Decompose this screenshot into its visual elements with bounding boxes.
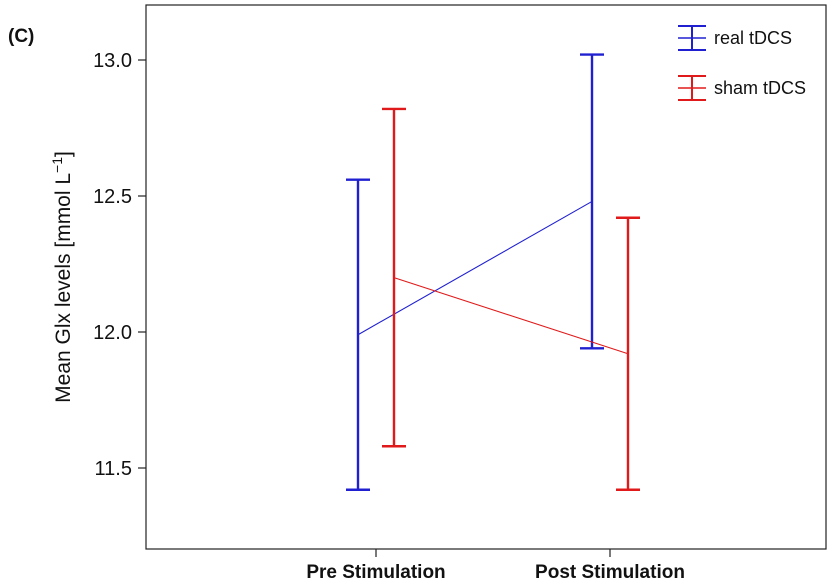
legend-label: sham tDCS (714, 78, 806, 98)
y-tick-label: 12.5 (93, 186, 132, 208)
plot-area (346, 53, 640, 491)
error-bar-sham-tdcs (616, 216, 640, 491)
legend-item-sham-tdcs: sham tDCS (678, 75, 806, 101)
y-axis-title: Mean Glx levels [mmol L−1] (49, 151, 75, 403)
y-axis: 11.5 12.0 12.5 13.0 (93, 50, 146, 480)
panel-label: (C) (8, 26, 34, 47)
x-tick-label: Post Stimulation (535, 562, 685, 582)
error-bar-real-tdcs (346, 178, 370, 491)
error-bar-sham-tdcs (382, 107, 406, 448)
legend-label: real tDCS (714, 28, 792, 48)
x-axis: Pre Stimulation Post Stimulation (306, 549, 685, 582)
y-tick-label: 13.0 (93, 50, 132, 72)
y-axis-title-main: Mean Glx levels [mmol L (52, 173, 75, 403)
y-axis-title-end: ] (52, 151, 75, 157)
y-tick-label: 11.5 (95, 458, 132, 480)
x-tick-label: Pre Stimulation (306, 562, 445, 582)
y-tick-label: 12.0 (93, 322, 132, 344)
error-bar-real-tdcs (580, 53, 604, 350)
y-axis-title-superscript: −1 (49, 157, 65, 173)
plot-frame (145, 4, 827, 550)
legend-item-real-tdcs: real tDCS (678, 25, 792, 51)
series-line-sham-tdcs (393, 277, 629, 355)
series-line-real-tdcs (357, 200, 593, 336)
legend: real tDCS sham tDCS (678, 25, 806, 101)
